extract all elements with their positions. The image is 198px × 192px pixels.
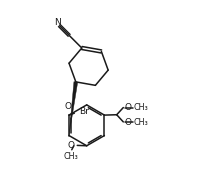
Text: O: O	[65, 102, 71, 111]
Polygon shape	[69, 82, 78, 136]
Text: CH₃: CH₃	[63, 152, 78, 161]
Text: O: O	[124, 118, 131, 127]
Text: O: O	[68, 141, 75, 150]
Text: Br: Br	[79, 107, 89, 116]
Text: N: N	[54, 18, 60, 27]
Text: CH₃: CH₃	[133, 103, 148, 112]
Text: CH₃: CH₃	[133, 118, 148, 127]
Text: O: O	[124, 103, 131, 112]
